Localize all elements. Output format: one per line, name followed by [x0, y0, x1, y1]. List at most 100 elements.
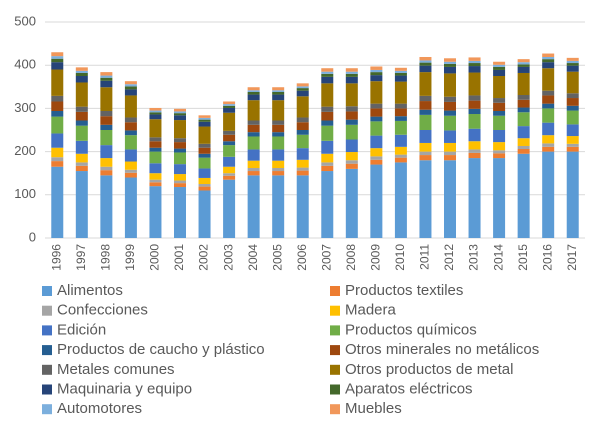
bar-segment: [321, 153, 334, 163]
bar-segment: [517, 95, 530, 100]
bar-segment: [468, 152, 481, 159]
bar-segment: [444, 73, 456, 97]
bar-segment: [394, 81, 407, 104]
x-tick-label: 1996: [49, 244, 63, 271]
bar-segment: [419, 101, 432, 110]
bar-segment: [345, 168, 358, 238]
bar-segment: [370, 164, 383, 238]
bar-segment: [566, 65, 579, 72]
bar-segment: [198, 186, 211, 191]
legend-label: Otros productos de metal: [345, 361, 513, 378]
x-tick-label: 2004: [246, 244, 260, 271]
bar-segment: [75, 82, 88, 107]
bar-segment: [149, 151, 162, 164]
bar-segment: [493, 110, 506, 116]
bar-segment: [174, 187, 186, 238]
bar-segment: [370, 75, 383, 82]
x-tick-label: 2013: [467, 244, 481, 271]
bar-segment: [493, 130, 506, 143]
bar-segment: [419, 130, 432, 143]
bar-segment: [75, 67, 88, 71]
bar-segment: [493, 76, 506, 99]
bar-segment: [321, 76, 334, 84]
bar-segment: [100, 145, 113, 159]
bar-segment: [517, 126, 530, 139]
y-tick-label: 200: [14, 143, 36, 158]
bar-segment: [223, 134, 236, 142]
bar-segment: [247, 168, 260, 172]
bar-segment: [419, 65, 432, 73]
bar-segment: [75, 171, 88, 238]
legend-swatch: [330, 345, 340, 356]
bar-segment: [370, 148, 383, 157]
bar-segment: [272, 100, 285, 121]
bar-segment: [124, 177, 137, 238]
bar-segment: [296, 175, 309, 238]
bar-segment: [100, 75, 113, 78]
legend-swatch: [42, 305, 52, 316]
bar-segment: [51, 166, 64, 238]
y-tick-label: 100: [14, 186, 36, 201]
bar-segment: [174, 115, 186, 121]
bar-segment: [247, 94, 260, 101]
bar-segment: [493, 142, 506, 151]
bar-segment: [75, 125, 88, 141]
bar-segment: [444, 63, 456, 67]
bar-segment: [75, 162, 88, 166]
bar-segment: [272, 132, 285, 137]
bar-segment: [174, 142, 186, 149]
bar-segment: [419, 155, 432, 161]
bar-segment: [198, 168, 211, 178]
bar-segment: [394, 70, 407, 73]
bar-segment: [468, 57, 481, 61]
bar-segment: [100, 110, 113, 117]
bar-segment: [198, 119, 211, 122]
bar-segment: [223, 105, 236, 108]
bar-segment: [247, 100, 260, 121]
bar-segment: [174, 148, 186, 153]
bar-segment: [223, 107, 236, 113]
bar-segment: [345, 160, 358, 164]
bar-segment: [468, 158, 481, 238]
bar-segment: [566, 124, 579, 137]
bar-segment: [517, 99, 530, 108]
legend-label: Alimentos: [57, 282, 123, 299]
bar-segment: [51, 110, 64, 117]
bar-segment: [149, 163, 162, 174]
bar-segment: [51, 69, 64, 96]
bar-segment: [124, 89, 137, 96]
bar-segment: [296, 148, 309, 160]
x-tick-label: 2017: [565, 244, 579, 271]
bar-segment: [542, 151, 555, 238]
bar-segment: [566, 63, 579, 66]
bar-segment: [394, 116, 407, 121]
bar-segment: [247, 91, 260, 95]
bar-segment: [444, 61, 456, 64]
legend-label: Aparatos eléctricos: [345, 380, 473, 397]
bar-segment: [321, 125, 334, 141]
bar-segment: [321, 83, 334, 107]
bar-segment: [124, 130, 137, 136]
bar-segment: [198, 143, 211, 148]
bar-segment: [345, 68, 358, 72]
bar-segment: [149, 110, 162, 113]
bar-segment: [223, 101, 236, 105]
bar-segment: [51, 157, 64, 162]
x-tick-label: 2012: [442, 244, 456, 271]
bar-segment: [149, 186, 162, 238]
bar-segment: [370, 66, 383, 70]
legend-label: Productos de caucho y plástico: [57, 341, 265, 358]
bar-segment: [51, 133, 64, 148]
bar-segment: [174, 164, 186, 175]
x-tick-label: 2007: [319, 244, 333, 271]
bar-segment: [296, 130, 309, 135]
bar-segment: [124, 149, 137, 162]
bar-segment: [174, 180, 186, 184]
legend-label: Productos textiles: [345, 282, 463, 299]
bar-segment: [272, 94, 285, 101]
bar-segment: [149, 119, 162, 138]
bar-segment: [345, 111, 358, 120]
bar-segment: [223, 156, 236, 167]
legend-label: Madera: [345, 302, 397, 319]
